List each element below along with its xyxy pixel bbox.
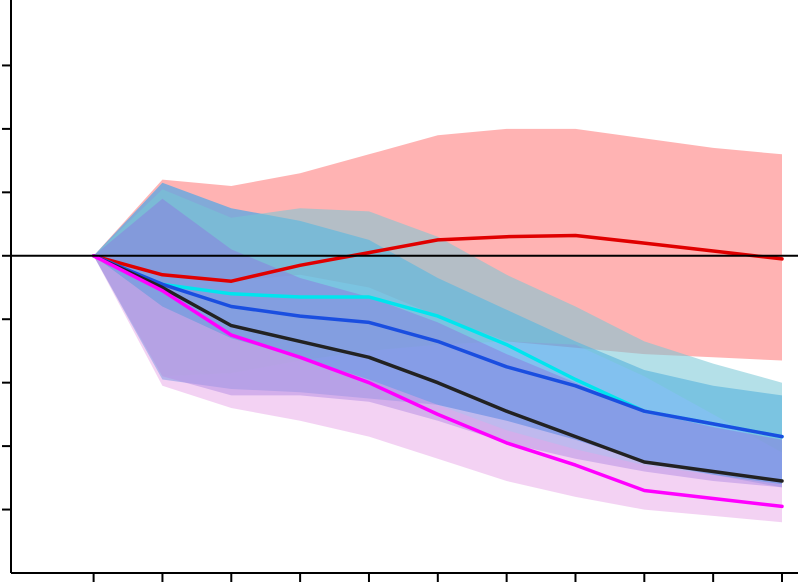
series-line-4 bbox=[91, 254, 784, 483]
series-line-1 bbox=[91, 233, 784, 283]
confidence-bands bbox=[93, 128, 783, 523]
series-line-3 bbox=[91, 254, 784, 439]
ticks bbox=[2, 64, 783, 582]
axes bbox=[10, 0, 798, 574]
series-lines bbox=[91, 233, 784, 509]
confidence-band-5 bbox=[93, 255, 783, 523]
series-line-5 bbox=[91, 254, 784, 509]
